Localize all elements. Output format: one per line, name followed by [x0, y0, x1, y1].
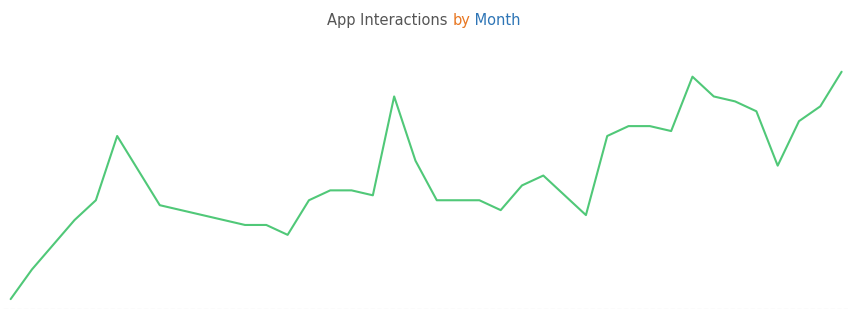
Text: Month: Month — [471, 13, 521, 28]
Text: by: by — [452, 13, 471, 28]
Text: App Interactions: App Interactions — [327, 13, 452, 28]
